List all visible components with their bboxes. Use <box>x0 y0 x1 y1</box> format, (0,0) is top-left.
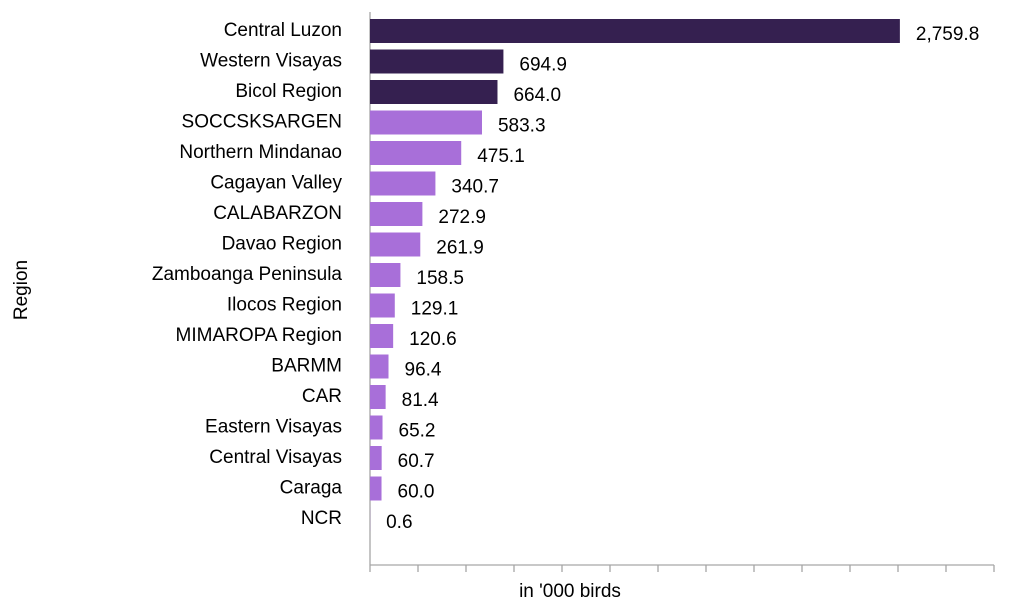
y-axis-label: Region <box>11 260 32 320</box>
value-label: 60.7 <box>398 451 435 472</box>
bar <box>370 354 389 379</box>
value-label: 96.4 <box>405 360 442 381</box>
bar <box>370 49 504 74</box>
value-label: 583.3 <box>498 116 546 137</box>
y-tick-label: Cagayan Valley <box>210 173 342 194</box>
value-label: 272.9 <box>438 207 486 228</box>
y-tick-label: CALABARZON <box>213 203 342 224</box>
value-label: 129.1 <box>411 299 459 320</box>
y-tick-label: Central Visayas <box>209 447 342 468</box>
value-label: 340.7 <box>451 177 499 198</box>
bar <box>370 324 394 348</box>
bar <box>370 385 386 409</box>
y-tick-label: BARMM <box>271 356 342 377</box>
value-label: 694.9 <box>519 55 567 76</box>
bar <box>370 171 436 196</box>
bar <box>370 141 462 165</box>
value-label: 60.0 <box>398 482 435 503</box>
bar <box>370 110 482 135</box>
value-label: 261.9 <box>436 238 484 259</box>
y-tick-label: Caraga <box>280 478 343 499</box>
value-label: 158.5 <box>416 268 464 289</box>
y-tick-label: Central Luzon <box>224 20 342 41</box>
bar <box>370 19 900 43</box>
bar <box>370 263 401 287</box>
y-tick-label: MIMAROPA Region <box>176 325 342 346</box>
bar <box>370 202 423 226</box>
bar <box>370 446 382 470</box>
y-tick-label: NCR <box>301 508 342 529</box>
bar <box>370 232 421 257</box>
bar <box>370 415 383 440</box>
bar <box>370 476 382 501</box>
value-label: 2,759.8 <box>916 24 979 45</box>
y-tick-label: Bicol Region <box>235 81 342 102</box>
y-tick-label: CAR <box>302 386 342 407</box>
value-label: 475.1 <box>477 146 525 167</box>
y-tick-label: Zamboanga Peninsula <box>152 264 343 285</box>
y-tick-label: Davao Region <box>222 234 342 255</box>
x-axis-label: in '000 birds <box>519 581 621 601</box>
value-label: 65.2 <box>399 421 436 442</box>
value-label: 81.4 <box>402 390 439 411</box>
y-tick-label: SOCCSKSARGEN <box>182 112 342 133</box>
value-label: 664.0 <box>513 85 561 106</box>
value-label: 0.6 <box>386 512 412 533</box>
y-tick-label: Eastern Visayas <box>205 417 342 438</box>
bar <box>370 80 498 104</box>
value-label: 120.6 <box>409 329 457 350</box>
y-tick-label: Western Visayas <box>200 51 342 72</box>
y-tick-label: Northern Mindanao <box>179 142 342 163</box>
bar <box>370 293 395 318</box>
y-tick-label: Ilocos Region <box>227 295 342 316</box>
